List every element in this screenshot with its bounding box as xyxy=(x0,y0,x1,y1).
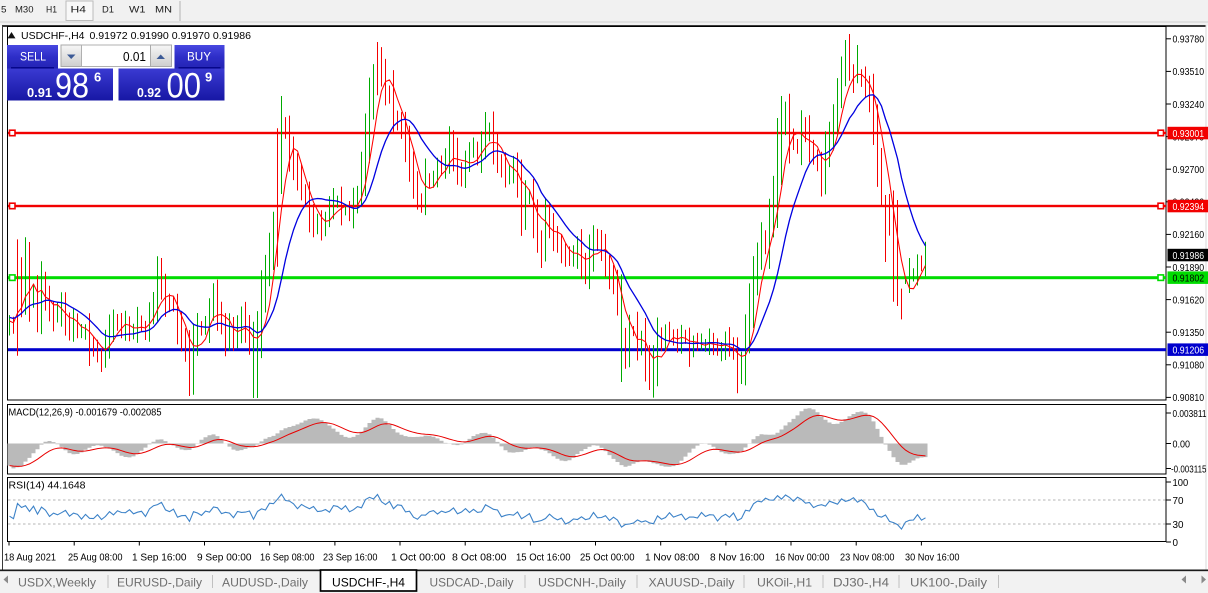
svg-text:0.90810: 0.90810 xyxy=(1173,393,1205,404)
svg-text:25 Aug 08:00: 25 Aug 08:00 xyxy=(68,553,123,564)
svg-text:UKOil-,H1: UKOil-,H1 xyxy=(757,576,812,590)
svg-text:98: 98 xyxy=(55,67,89,106)
svg-text:30 Nov 16:00: 30 Nov 16:00 xyxy=(905,553,960,564)
svg-text:MACD(12,26,9) -0.001679 -0.002: MACD(12,26,9) -0.001679 -0.002085 xyxy=(9,408,162,419)
svg-text:23 Nov 08:00: 23 Nov 08:00 xyxy=(840,553,895,564)
svg-text:0.91620: 0.91620 xyxy=(1173,295,1205,306)
svg-text:0.91350: 0.91350 xyxy=(1173,328,1205,339)
svg-text:15 Oct 16:00: 15 Oct 16:00 xyxy=(516,553,571,564)
svg-text:9: 9 xyxy=(205,70,212,85)
svg-text:0.91080: 0.91080 xyxy=(1173,361,1205,372)
svg-text:EURUSD-,Daily: EURUSD-,Daily xyxy=(117,576,202,590)
svg-text:AUDUSD-,Daily: AUDUSD-,Daily xyxy=(222,576,308,590)
svg-text:USDCAD-,Daily: USDCAD-,Daily xyxy=(430,576,514,590)
svg-text:0.003811: 0.003811 xyxy=(1173,409,1207,420)
svg-text:0.91986: 0.91986 xyxy=(1173,251,1205,262)
svg-text:0.91972 0.91990 0.91970 0.9198: 0.91972 0.91990 0.91970 0.91986 xyxy=(90,30,252,42)
svg-text:0.92394: 0.92394 xyxy=(1173,202,1205,213)
svg-text:0.01: 0.01 xyxy=(123,49,146,64)
svg-text:H1: H1 xyxy=(46,5,57,16)
svg-text:XAUUSD-,Daily: XAUUSD-,Daily xyxy=(649,576,735,590)
svg-text:16 Nov 00:00: 16 Nov 00:00 xyxy=(775,553,830,564)
svg-text:25 Oct 00:00: 25 Oct 00:00 xyxy=(580,553,635,564)
svg-text:70: 70 xyxy=(1173,496,1185,507)
svg-text:USDCNH-,Daily: USDCNH-,Daily xyxy=(538,576,626,590)
svg-text:30: 30 xyxy=(1173,520,1185,531)
svg-text:0.92160: 0.92160 xyxy=(1173,230,1205,241)
svg-text:SELL: SELL xyxy=(20,50,46,64)
svg-text:1 Oct 00:00: 1 Oct 00:00 xyxy=(391,553,446,564)
svg-text:0.93510: 0.93510 xyxy=(1173,67,1205,78)
svg-text:23 Sep 16:00: 23 Sep 16:00 xyxy=(323,553,378,564)
svg-text:0.91802: 0.91802 xyxy=(1173,274,1205,285)
svg-text:M30: M30 xyxy=(15,5,34,16)
svg-text:8 Oct 08:00: 8 Oct 08:00 xyxy=(452,553,507,564)
svg-text:0.93240: 0.93240 xyxy=(1173,100,1205,111)
svg-text:0.91: 0.91 xyxy=(27,85,52,100)
svg-text:W1: W1 xyxy=(129,5,146,16)
svg-text:5: 5 xyxy=(1,5,7,16)
svg-text:1 Sep 16:00: 1 Sep 16:00 xyxy=(132,553,187,564)
svg-text:18 Aug 2021: 18 Aug 2021 xyxy=(4,553,56,564)
svg-text:USDX,Weekly: USDX,Weekly xyxy=(18,576,96,590)
svg-text:0: 0 xyxy=(1173,538,1179,549)
svg-text:UK100-,Daily: UK100-,Daily xyxy=(910,576,987,590)
svg-text:BUY: BUY xyxy=(187,50,211,64)
svg-text:USDCHF-,H4: USDCHF-,H4 xyxy=(21,30,85,42)
svg-text:0.92: 0.92 xyxy=(137,85,161,100)
svg-text:RSI(14) 44.1648: RSI(14) 44.1648 xyxy=(9,481,86,492)
svg-text:0.93001: 0.93001 xyxy=(1173,129,1205,140)
svg-text:0.00: 0.00 xyxy=(1173,439,1191,450)
svg-text:D1: D1 xyxy=(102,5,114,16)
svg-text:9 Sep 00:00: 9 Sep 00:00 xyxy=(197,553,252,564)
svg-text:0.92700: 0.92700 xyxy=(1173,165,1205,176)
svg-text:0.93780: 0.93780 xyxy=(1173,35,1205,46)
svg-text:0.91206: 0.91206 xyxy=(1173,346,1205,357)
svg-text:100: 100 xyxy=(1173,478,1189,489)
svg-text:0.91890: 0.91890 xyxy=(1173,263,1205,274)
svg-text:8 Nov 16:00: 8 Nov 16:00 xyxy=(710,553,765,564)
svg-text:00: 00 xyxy=(167,67,202,106)
svg-text:-0.003115: -0.003115 xyxy=(1171,464,1207,475)
svg-text:MN: MN xyxy=(155,5,172,16)
svg-text:USDCHF-,H4: USDCHF-,H4 xyxy=(332,576,405,590)
svg-text:6: 6 xyxy=(94,70,101,85)
svg-text:H4: H4 xyxy=(71,5,87,16)
svg-text:16 Sep 08:00: 16 Sep 08:00 xyxy=(260,553,315,564)
svg-text:DJ30-,H4: DJ30-,H4 xyxy=(833,576,889,590)
svg-text:1 Nov 08:00: 1 Nov 08:00 xyxy=(645,553,700,564)
